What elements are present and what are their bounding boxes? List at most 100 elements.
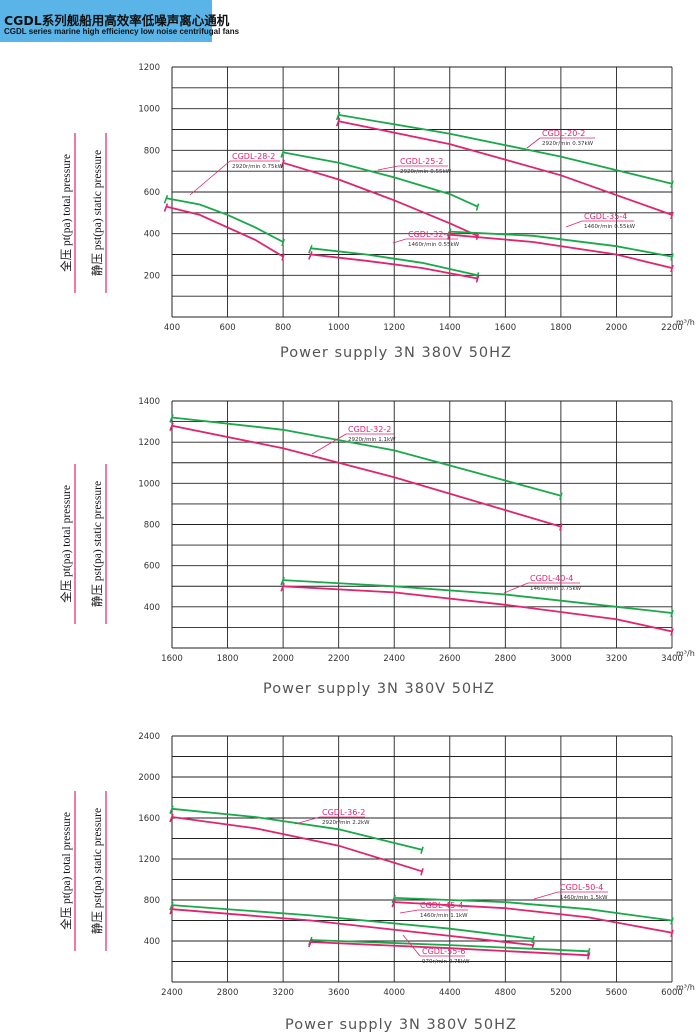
model-spec-label: 1460r/min 1.1kW <box>420 913 468 919</box>
total-curve-start-tick <box>308 244 313 254</box>
static-pressure-curve <box>282 161 478 237</box>
static-curve-start-tick <box>447 231 452 240</box>
model-label-leader <box>189 160 231 196</box>
total-curve-start-tick <box>169 414 174 423</box>
total-pressure-curve <box>338 114 673 185</box>
y-tick-label: 600 <box>144 188 160 198</box>
x-axis-label: Power supply 3N 380V 50HZ <box>280 345 512 361</box>
x-unit-label: m³/h <box>676 649 695 658</box>
total-curve-start-tick <box>280 576 285 586</box>
model-spec-label: 2920r/min 0.37kW <box>542 141 594 147</box>
y-axis-label-static: 静压 pst(pa) static pressure <box>90 481 104 607</box>
grid-lines <box>171 735 673 983</box>
total-curve-start-tick <box>280 149 285 158</box>
x-tick-label: 4800 <box>495 988 517 998</box>
english-title: CGDL series marine high efficiency low n… <box>4 27 240 36</box>
model-spec-label: 2920r/min 0.55kW <box>400 169 452 175</box>
y-axis-label-static: 静压 pst(pa) static pressure <box>90 808 104 934</box>
x-tick-label: 400 <box>164 323 180 333</box>
y-tick-label: 600 <box>144 562 160 572</box>
x-tick-label: 2800 <box>495 654 517 664</box>
x-tick-label: 1600 <box>161 654 183 664</box>
x-tick-label: 5600 <box>606 988 628 998</box>
y-tick-label: 1000 <box>138 479 160 489</box>
model-name-label: CGDL-32-4 <box>408 230 451 239</box>
total-curve-end-tick <box>475 203 480 211</box>
x-tick-label: 800 <box>275 323 291 333</box>
model-spec-label: 1460r/min 0.55kW <box>408 242 460 248</box>
static-curve-start-tick <box>280 159 285 169</box>
x-axis-label: Power supply 3N 380V 50HZ <box>285 1017 517 1032</box>
static-pressure-curve <box>338 120 673 216</box>
x-tick-label: 3200 <box>272 988 294 998</box>
x-unit-label: m³/h <box>676 318 695 327</box>
grid-lines <box>171 66 673 318</box>
model-label-leader <box>533 891 559 900</box>
y-tick-label: 400 <box>144 937 160 947</box>
total-curve-end-tick <box>670 180 674 188</box>
y-tick-label: 1000 <box>138 105 160 115</box>
y-axis-label-total: 全压 pt(pa) total pressure <box>59 812 73 930</box>
model-label-leader <box>526 137 541 149</box>
total-pressure-curve <box>310 939 589 953</box>
x-tick-label: 1600 <box>495 323 517 333</box>
model-label-leader <box>565 220 583 228</box>
total-curve-end-tick <box>281 238 285 247</box>
total-curve-end-tick <box>559 492 563 500</box>
y-tick-label: 1200 <box>138 438 160 448</box>
model-name-label: CGDL-45-4 <box>420 901 463 910</box>
y-axis-label-total: 全压 pt(pa) total pressure <box>59 485 73 603</box>
y-tick-label: 1200 <box>138 855 160 865</box>
model-name-label: CGDL-36-2 <box>322 808 365 817</box>
total-pressure-curve <box>166 197 284 243</box>
y-tick-label: 800 <box>144 521 160 531</box>
model-name-label: CGDL-55-6 <box>422 947 465 956</box>
x-tick-label: 1800 <box>550 323 572 333</box>
static-pressure-curve <box>171 424 562 528</box>
model-spec-label: 970r/min 0.75kW <box>422 959 470 965</box>
model-spec-label: 1460r/min 1.5kW <box>560 895 608 901</box>
total-curve-start-tick <box>169 901 174 911</box>
model-name-label: CGDL-50-4 <box>560 883 603 892</box>
y-tick-label: 2000 <box>138 773 160 783</box>
x-tick-label: 2600 <box>439 654 461 664</box>
y-tick-label: 400 <box>144 603 160 613</box>
total-curve-end-tick <box>420 846 424 854</box>
static-curve-start-tick <box>169 422 174 431</box>
x-tick-label: 5200 <box>550 988 572 998</box>
model-spec-label: 1460r/min 0.75kW <box>530 586 582 592</box>
x-tick-label: 3400 <box>661 654 683 664</box>
x-tick-label: 1400 <box>439 323 461 333</box>
static-curve-end-tick <box>281 253 285 261</box>
y-axis-label-total: 全压 pt(pa) total pressure <box>59 154 73 272</box>
total-curve-start-tick <box>447 228 452 237</box>
static-curve-start-tick <box>169 813 174 823</box>
static-curve-start-tick <box>335 117 341 127</box>
total-curve-end-tick <box>586 948 591 956</box>
x-tick-label: 2200 <box>661 323 683 333</box>
total-pressure-curve <box>282 151 478 208</box>
static-pressure-curve <box>310 253 478 280</box>
static-curve-end-tick <box>586 952 591 960</box>
static-pressure-curve <box>310 941 589 957</box>
total-pressure-curve <box>171 904 534 940</box>
model-label-leader <box>294 816 321 825</box>
y-tick-label: 1200 <box>138 63 160 73</box>
total-pressure-curve <box>283 579 673 614</box>
x-tick-label: 3600 <box>328 988 350 998</box>
y-tick-label: 2400 <box>138 732 160 742</box>
x-tick-label: 2400 <box>161 988 183 998</box>
model-name-label: CGDL-20-2 <box>542 129 585 138</box>
y-tick-label: 800 <box>144 896 160 906</box>
model-label-leader <box>399 909 419 914</box>
x-tick-label: 1000 <box>328 323 350 333</box>
x-tick-label: 3000 <box>550 654 572 664</box>
total-curve-start-tick <box>391 894 396 904</box>
x-axis-label: Power supply 3N 380V 50HZ <box>263 681 495 697</box>
total-curve-start-tick <box>163 194 169 204</box>
model-spec-label: 2920r/min 0.75kW <box>232 164 284 170</box>
static-curve-end-tick <box>475 275 480 283</box>
chinese-title: CGDL系列舰船用高效率低噪声离心通机 <box>4 13 230 28</box>
static-pressure-curve <box>171 816 423 873</box>
x-tick-label: 3200 <box>606 654 628 664</box>
